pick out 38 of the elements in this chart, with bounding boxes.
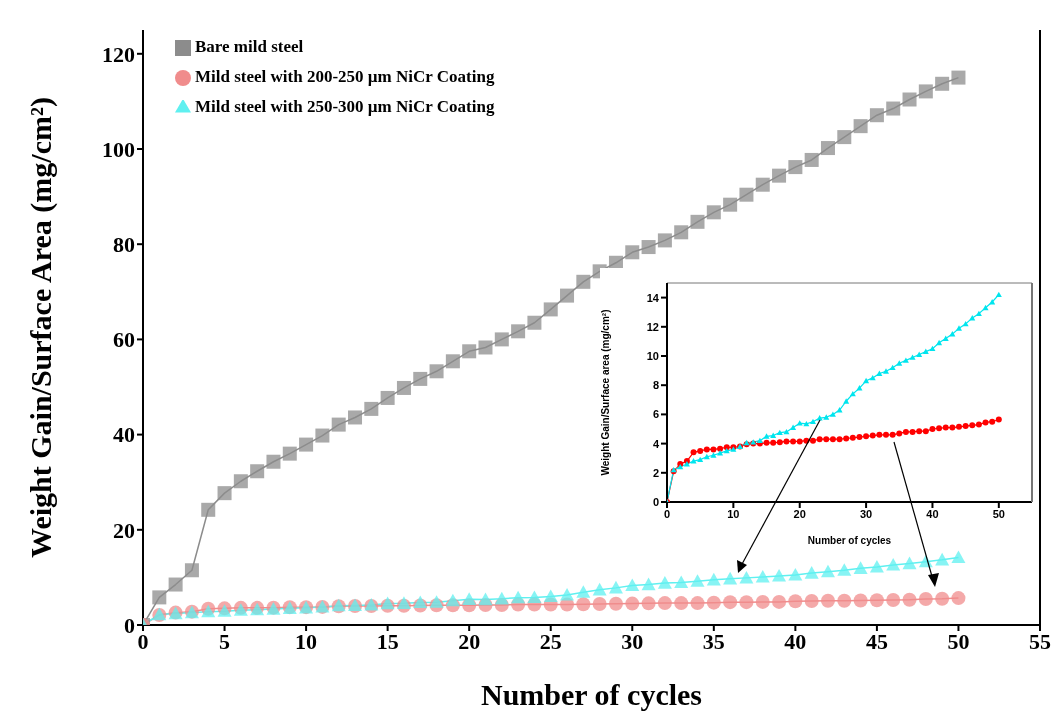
x-tick-label: 40 — [784, 628, 807, 654]
y-tick-label: 100 — [102, 136, 135, 162]
y-tick-label: 40 — [113, 422, 135, 448]
x-tick-label: 20 — [793, 507, 806, 520]
y-tick-label: 14 — [646, 291, 660, 304]
x-tick-label: 55 — [1029, 628, 1051, 654]
legend-label: Mild steel with 200-250 µm NiCr Coating — [195, 67, 495, 86]
y-axis-title: Weight Gain/Surface Area (mg/cm²) — [23, 97, 58, 558]
x-tick-label: 40 — [926, 507, 939, 520]
x-tick-label: 15 — [376, 628, 399, 654]
y-tick-label: 80 — [113, 232, 135, 258]
y-tick-label: 10 — [646, 349, 659, 362]
y-tick-label: 8 — [652, 379, 659, 392]
y-tick-label: 120 — [102, 41, 135, 67]
y-tick-label: 60 — [113, 327, 135, 353]
x-tick-label: 50 — [947, 628, 970, 654]
x-tick-label: 50 — [992, 507, 1005, 520]
x-tick-label: 20 — [458, 628, 481, 654]
x-tick-label: 5 — [219, 628, 231, 654]
x-tick-label: 45 — [865, 628, 888, 654]
y-tick-label: 2 — [652, 466, 659, 479]
x-tick-label: 25 — [539, 628, 562, 654]
legend-label: Mild steel with 250-300 µm NiCr Coating — [195, 97, 495, 116]
y-tick-label: 12 — [646, 320, 659, 333]
x-tick-label: 0 — [663, 507, 671, 520]
y-tick-label: 0 — [124, 612, 135, 638]
x-tick-label: 30 — [859, 507, 873, 520]
x-tick-label: 10 — [727, 507, 740, 520]
y-tick-label: 6 — [652, 408, 659, 421]
legend-label: Bare mild steel — [195, 37, 304, 56]
y-tick-label: 4 — [652, 437, 660, 450]
x-tick-label: 10 — [295, 628, 318, 654]
y-tick-label: 0 — [652, 495, 659, 508]
x-axis-title: Number of cycles — [480, 678, 703, 711]
x-axis-title: Number of cycles — [807, 535, 892, 546]
x-tick-label: 35 — [702, 628, 725, 654]
x-tick-label: 30 — [621, 628, 644, 654]
y-axis-title: Weight Gain/Surface area (mg/cm²) — [599, 309, 611, 476]
